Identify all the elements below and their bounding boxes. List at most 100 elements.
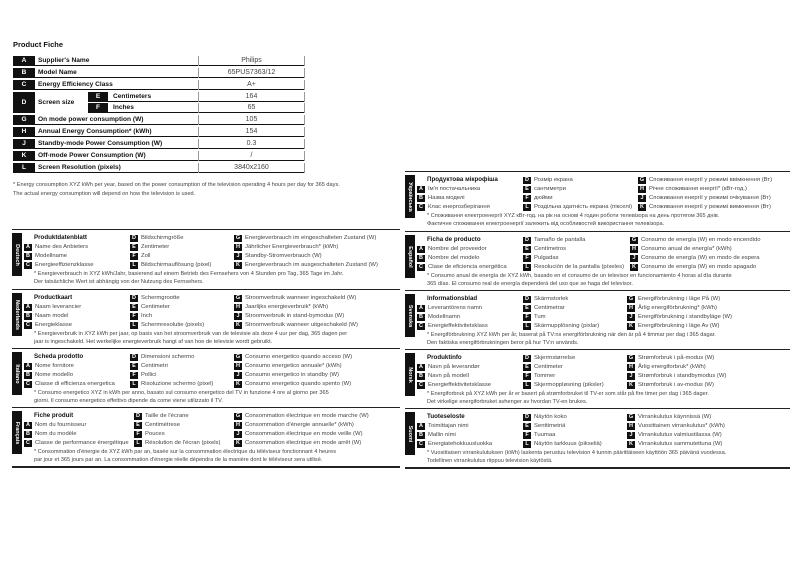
item-letter-box: B (417, 254, 425, 262)
item-label: Strømforbruk i standbymodus (W) (638, 373, 727, 379)
item-label: Näytön tarkkuus (pikseliä) (534, 441, 602, 447)
item-label: дюйми (534, 195, 553, 201)
item-letter-box: K (234, 380, 242, 388)
item-letter-box: H (627, 422, 635, 430)
item-label: Schermgrootte (141, 295, 180, 301)
item-label: Centimetri (141, 363, 168, 369)
item-label: Nom du modèle (35, 431, 77, 437)
fiche-row: A Supplier's Name Philips (13, 56, 305, 66)
item-label: Mallin nimi (428, 432, 456, 438)
item-label: Taille de l'écrane (145, 413, 189, 419)
item-letter-box: B (417, 372, 425, 380)
item-letter-box: E (523, 245, 531, 253)
item-label: Consumo de energía (W) en modo apagado (641, 264, 757, 270)
item-letter-box: J (627, 431, 635, 439)
item-label: Tuumaa (534, 432, 556, 438)
item-letter-box: L (523, 381, 531, 389)
item-label: Consommation d'énergie annuelle* (kWh) (245, 422, 354, 428)
section-footnote-line: * Споживання електроенергії XYZ кВт-год.… (427, 213, 720, 219)
item-letter-box: G (627, 354, 635, 362)
section-footnote-line: Det virkelige energiforbruket avhenger a… (427, 399, 588, 405)
item-label: Strømforbruk i på-modus (W) (638, 355, 715, 361)
fiche-subrow: E Centimeters 164 (88, 92, 305, 102)
language-tab: Svenska (405, 294, 415, 337)
item-label: Senttimetriä (534, 423, 566, 429)
section-title: Scheda prodotto (34, 353, 84, 360)
item-letter-box: A (24, 243, 32, 251)
item-letter-box: L (130, 380, 138, 388)
section-bottom-rule (405, 467, 790, 469)
item-letter-box: E (523, 363, 531, 371)
item-letter-box: K (627, 381, 635, 389)
item-label: Energieklasse (35, 322, 73, 328)
item-letter-box: F (523, 313, 531, 321)
item-letter-box: B (24, 312, 32, 320)
row-letter-box: B (13, 68, 35, 77)
item-letter-box: D (523, 413, 531, 421)
item-letter-box: G (234, 412, 242, 420)
item-label: Jährlicher Energieverbrauch* (kWh) (245, 244, 339, 250)
item-letter-box: J (234, 252, 242, 260)
section-title: Продуктова мікрофіша (427, 176, 498, 183)
fiche-row: C Energy Efficiency Class A+ (13, 80, 305, 90)
item-letter-box: H (234, 421, 242, 429)
item-letter-box: L (523, 322, 531, 330)
fiche-footnote-line: * Energy consumption XYZ kWh per year, b… (13, 182, 340, 188)
row-label: Screen Resolution (pixels) (38, 164, 121, 171)
language-tab: Nederlands (12, 293, 22, 336)
row-value: A+ (198, 80, 305, 90)
item-letter-box: E (134, 421, 142, 429)
item-letter-box: D (523, 354, 531, 362)
language-tab: Español (405, 235, 415, 278)
fiche-row: L Screen Resolution (pixels) 3840x2160 (13, 163, 305, 173)
row-label: Model Name (38, 69, 77, 76)
item-letter-box: H (234, 362, 242, 370)
item-label: сантиметри (534, 186, 566, 192)
item-label: Energieeffizienzklasse (35, 262, 94, 268)
item-label: Energiförbrukning i läge På (W) (638, 296, 721, 302)
item-label: Tommer (534, 373, 556, 379)
item-letter-box: A (417, 422, 425, 430)
item-label: Centimeter (534, 364, 563, 370)
row-label: Centimeters (113, 93, 152, 100)
row-label: Annual Energy Consumption* (kWh) (38, 128, 152, 135)
item-letter-box: F (523, 254, 531, 262)
row-letter-box: E (88, 92, 108, 101)
item-label: Resolución de la pantalla (píxeles) (534, 264, 625, 270)
section-footnote-line: 365 días. El consumo real de energía dep… (427, 281, 633, 287)
item-label: Споживання енергії у режимі вимкнення (В… (649, 204, 771, 210)
row-value: 3840x2160 (198, 163, 305, 173)
item-letter-box: E (523, 422, 531, 430)
item-label: Energieverbrauch im ausgeschalteten Zust… (245, 262, 378, 268)
item-label: Résolution de l'écran (pixels) (145, 440, 221, 446)
item-label: Classe de performance énergétique (35, 440, 129, 446)
item-letter-box: A (417, 245, 425, 253)
item-label: Nombre del modelo (428, 255, 480, 261)
item-letter-box: F (130, 312, 138, 320)
item-label: Споживання енергії у режимі ввімкнення (… (649, 177, 773, 183)
language-section-3: Italiano Scheda prodotto D Dimensioni scher… (12, 348, 400, 407)
item-letter-box: J (234, 430, 242, 438)
item-label: Споживання енергії у режимі очікування (… (649, 195, 771, 201)
item-letter-box: C (24, 261, 32, 269)
item-letter-box: H (234, 303, 242, 311)
item-letter-box: G (234, 234, 242, 242)
item-label: Årlig energiforbruk* (kWh) (638, 364, 706, 370)
language-name: Français (14, 421, 20, 444)
item-label: Naam leverancier (35, 304, 82, 310)
section-title: Produktinfo (427, 354, 462, 361)
fiche-row: H Annual Energy Consumption* (kWh) 154 (13, 127, 305, 137)
language-section-5: Українська Продуктова мікрофіша D Розмір ек… (405, 171, 790, 230)
fiche-row: B Model Name 65PUS7363/12 (13, 68, 305, 78)
section-footnote-line: par jour et 365 jours par an. La consomm… (34, 457, 323, 463)
row-letter-box: J (13, 139, 35, 148)
item-label: Standby-Stromverbrauch (W) (245, 253, 322, 259)
item-letter-box: L (130, 261, 138, 269)
item-label: Clase de eficiencia energética (428, 264, 507, 270)
item-letter-box: K (638, 203, 646, 211)
item-letter-box: D (130, 353, 138, 361)
item-letter-box: C (417, 322, 425, 330)
row-letter-box: H (13, 127, 35, 136)
item-label: Energieverbrauch im eingeschalteten Zust… (245, 235, 377, 241)
item-letter-box: C (417, 440, 425, 448)
